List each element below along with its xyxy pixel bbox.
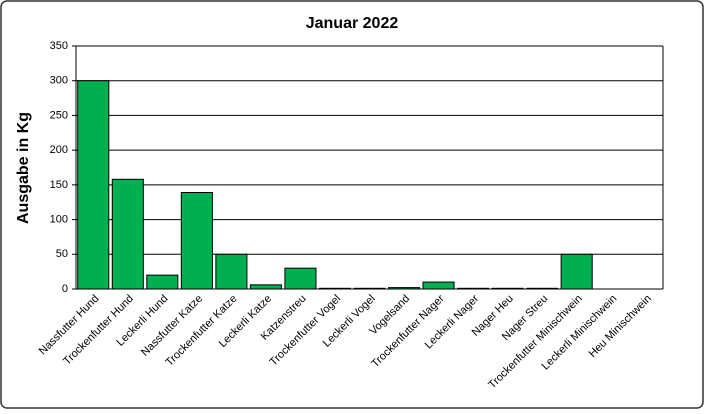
bar xyxy=(77,80,110,290)
y-tick-label: 0 xyxy=(62,283,68,295)
bar xyxy=(111,178,144,290)
bar xyxy=(215,253,248,290)
y-tick-label: 50 xyxy=(56,248,68,260)
y-tick-label: 200 xyxy=(50,144,68,156)
bar xyxy=(422,281,455,290)
bar xyxy=(284,267,317,290)
y-tick-label: 100 xyxy=(50,213,68,225)
bar xyxy=(180,191,213,290)
y-axis-label: Ausgabe in Kg xyxy=(15,112,32,224)
bar xyxy=(249,284,282,290)
chart-title: Januar 2022 xyxy=(306,15,399,32)
y-tick-label: 150 xyxy=(50,179,68,191)
bar xyxy=(146,274,179,290)
y-tick-label: 350 xyxy=(50,40,68,52)
bar xyxy=(560,253,593,290)
y-tick-label: 300 xyxy=(50,75,68,87)
y-tick-label: 250 xyxy=(50,109,68,121)
